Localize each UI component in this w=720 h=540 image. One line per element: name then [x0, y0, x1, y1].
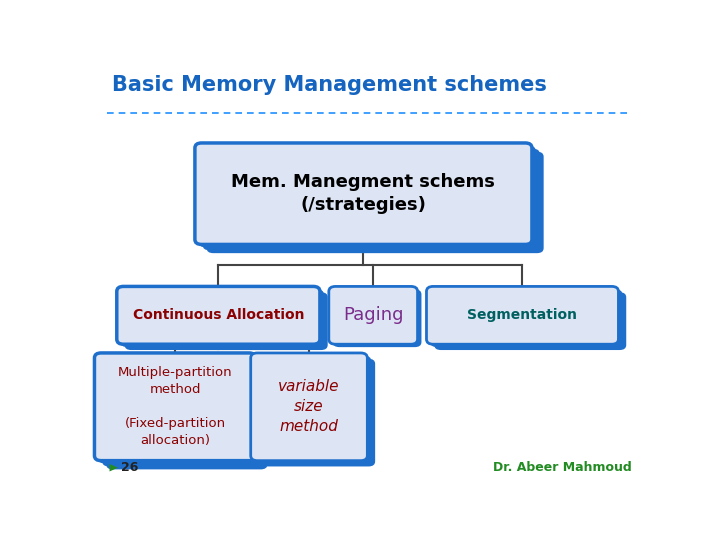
Text: variable
size
method: variable size method — [278, 380, 340, 434]
FancyBboxPatch shape — [102, 359, 264, 467]
FancyBboxPatch shape — [94, 353, 256, 461]
FancyBboxPatch shape — [195, 143, 532, 245]
FancyBboxPatch shape — [99, 356, 260, 463]
FancyBboxPatch shape — [121, 289, 324, 347]
FancyBboxPatch shape — [203, 149, 540, 250]
Text: Continuous Allocation: Continuous Allocation — [132, 308, 304, 322]
FancyBboxPatch shape — [431, 289, 622, 347]
Polygon shape — [109, 464, 118, 471]
FancyBboxPatch shape — [251, 353, 367, 461]
FancyBboxPatch shape — [255, 356, 372, 463]
Text: Mem. Manegment schems
(/strategies): Mem. Manegment schems (/strategies) — [232, 173, 495, 214]
Text: Paging: Paging — [343, 306, 403, 325]
FancyBboxPatch shape — [125, 292, 328, 350]
Text: 26: 26 — [121, 461, 138, 474]
Text: Segmentation: Segmentation — [467, 308, 577, 322]
Text: Dr. Abeer Mahmoud: Dr. Abeer Mahmoud — [492, 461, 631, 474]
FancyBboxPatch shape — [117, 286, 320, 344]
FancyBboxPatch shape — [434, 292, 626, 350]
FancyBboxPatch shape — [329, 286, 418, 344]
Text: Basic Memory Management schemes: Basic Memory Management schemes — [112, 75, 547, 95]
FancyBboxPatch shape — [106, 362, 267, 469]
FancyBboxPatch shape — [258, 359, 375, 467]
FancyBboxPatch shape — [333, 289, 421, 347]
Text: Multiple-partition
method

(Fixed-partition
allocation): Multiple-partition method (Fixed-partiti… — [118, 366, 233, 447]
FancyBboxPatch shape — [207, 152, 544, 253]
FancyBboxPatch shape — [426, 286, 618, 344]
FancyBboxPatch shape — [199, 146, 536, 247]
